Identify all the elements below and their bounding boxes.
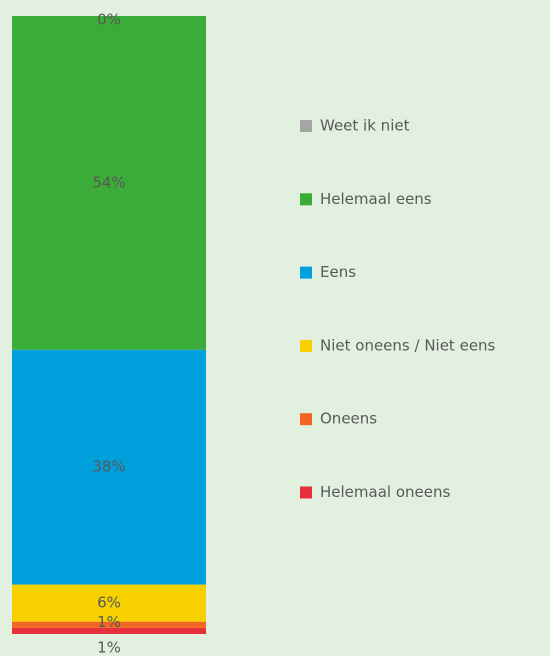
legend-label: Oneens bbox=[320, 410, 377, 428]
data-label: 38% bbox=[92, 458, 125, 476]
legend-swatch bbox=[300, 266, 312, 279]
legend-swatch bbox=[300, 339, 312, 352]
data-label: 6% bbox=[97, 594, 121, 612]
bar-segment bbox=[12, 349, 206, 585]
data-label: 1% bbox=[97, 639, 121, 656]
legend-label: Niet oneens / Niet eens bbox=[320, 336, 496, 354]
data-label: 54% bbox=[92, 173, 125, 191]
legend-swatch bbox=[300, 413, 312, 426]
bar-segment bbox=[12, 627, 206, 634]
legend-label: Helemaal oneens bbox=[320, 483, 450, 501]
bar-segment bbox=[12, 621, 206, 628]
legend-swatch bbox=[300, 120, 312, 132]
legend-label: Eens bbox=[320, 263, 356, 281]
legend-swatch bbox=[300, 486, 312, 499]
bar-segment bbox=[12, 16, 206, 350]
legend-label: Weet ik niet bbox=[320, 117, 410, 135]
legend-swatch bbox=[300, 193, 312, 206]
data-label: 0% bbox=[97, 11, 121, 29]
bar-segment bbox=[12, 584, 206, 622]
legend-label: Helemaal eens bbox=[320, 190, 432, 208]
data-label: 1% bbox=[97, 613, 121, 631]
